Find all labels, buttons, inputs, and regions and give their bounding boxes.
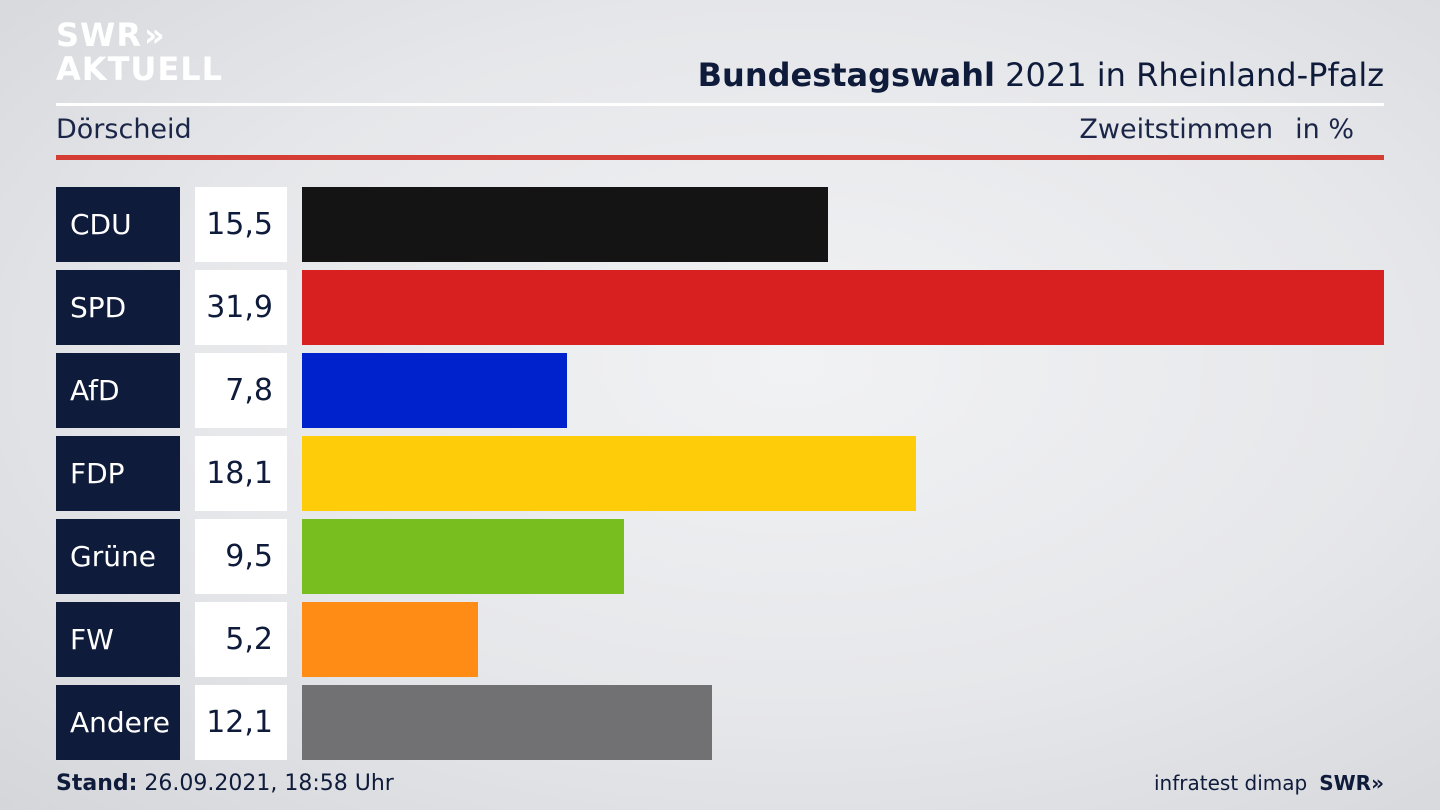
bar-row: Andere 12,1 <box>56 685 1384 760</box>
chart-title-bold: Bundestagswahl <box>697 56 995 94</box>
chart-title: Bundestagswahl 2021 in Rheinland-Pfalz <box>698 56 1384 94</box>
source-label: infratest dimap <box>1154 771 1308 795</box>
bar <box>302 436 916 511</box>
bar <box>302 270 1384 345</box>
accent-divider <box>56 155 1384 160</box>
value-label: 5,2 <box>195 602 287 677</box>
logo-text-swr: SWR <box>56 16 142 54</box>
bar-row: Grüne 9,5 <box>56 519 1384 594</box>
party-label: CDU <box>56 187 180 262</box>
party-label: AfD <box>56 353 180 428</box>
bar-row: FDP 18,1 <box>56 436 1384 511</box>
stand-value: 26.09.2021, 18:58 Uhr <box>137 771 394 796</box>
bar <box>302 519 624 594</box>
measure-label: Zweitstimmen in % <box>1079 114 1354 145</box>
unit-text: in % <box>1295 114 1354 145</box>
bar-row: CDU 15,5 <box>56 187 1384 262</box>
bar <box>302 602 478 677</box>
party-label: Andere <box>56 685 180 760</box>
bar-row: SPD 31,9 <box>56 270 1384 345</box>
logo-text-aktuell: AKTUELL <box>56 50 224 88</box>
timestamp: Stand: 26.09.2021, 18:58 Uhr <box>56 771 394 796</box>
value-label: 9,5 <box>195 519 287 594</box>
value-label: 7,8 <box>195 353 287 428</box>
source-credit: infratest dimap SWR» <box>1154 771 1384 795</box>
header-divider <box>56 103 1384 106</box>
swr-aktuell-logo: SWR » AKTUELL <box>56 18 223 86</box>
party-label: FDP <box>56 436 180 511</box>
value-label: 15,5 <box>195 187 287 262</box>
stand-label: Stand: <box>56 771 138 796</box>
value-label: 12,1 <box>195 685 287 760</box>
bar <box>302 187 828 262</box>
party-label: Grüne <box>56 519 180 594</box>
bar <box>302 353 567 428</box>
chart-title-rest: 2021 in Rheinland-Pfalz <box>995 56 1384 94</box>
footer-swr-logo: SWR» <box>1319 771 1384 795</box>
bar-row: FW 5,2 <box>56 602 1384 677</box>
party-label: SPD <box>56 270 180 345</box>
bar <box>302 685 712 760</box>
bar-row: AfD 7,8 <box>56 353 1384 428</box>
logo-arrows-icon: » <box>143 16 166 54</box>
party-label: FW <box>56 602 180 677</box>
value-label: 18,1 <box>195 436 287 511</box>
location-label: Dörscheid <box>56 114 192 145</box>
value-label: 31,9 <box>195 270 287 345</box>
measure-text: Zweitstimmen <box>1079 114 1274 145</box>
